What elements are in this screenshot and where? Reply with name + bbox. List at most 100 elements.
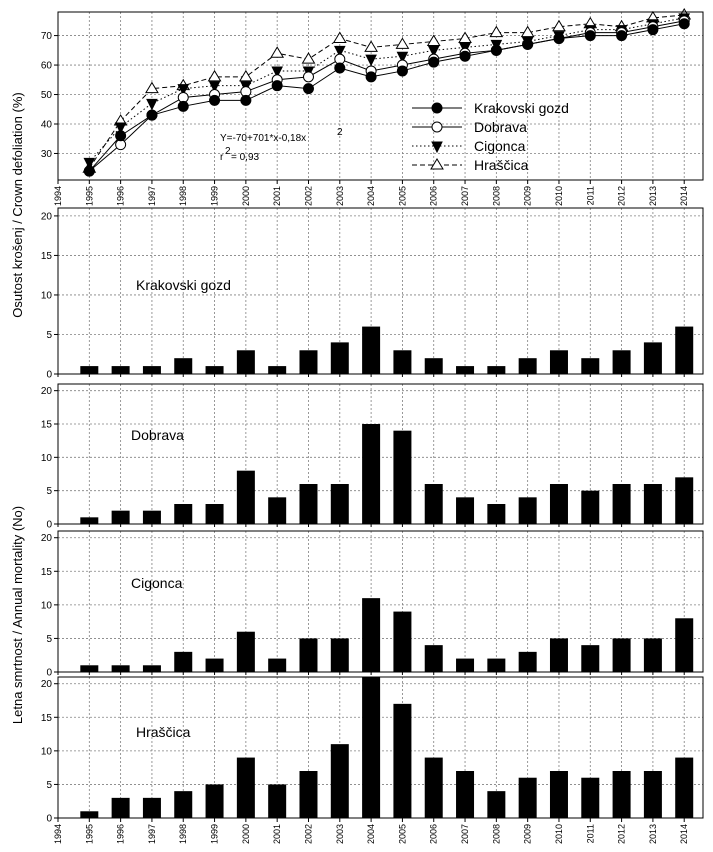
point-cigonca — [271, 66, 283, 79]
point-cigonca — [396, 51, 409, 64]
point-hra-ica — [489, 25, 504, 38]
point-hra-ica — [426, 34, 441, 46]
regression-equation-exponent: 2 — [337, 127, 343, 138]
bar-cigonca — [299, 638, 318, 672]
bar-dobrava — [362, 424, 381, 524]
bar-krakovski-gozd — [675, 326, 694, 374]
bar-krakovski-gozd — [111, 366, 130, 374]
point-krakovski-gozd — [334, 62, 346, 74]
point-krakovski-gozd — [271, 80, 283, 92]
bar-krakovski-gozd — [330, 342, 349, 374]
bar-krakovski-gozd — [549, 350, 568, 374]
bar-dobrava — [393, 430, 412, 524]
bar-krakovski-gozd — [299, 350, 318, 374]
point-krakovski-gozd — [240, 94, 252, 106]
bar-krakovski-gozd — [393, 350, 412, 374]
point-krakovski-gozd — [428, 56, 440, 68]
bar-cigonca — [643, 638, 662, 672]
bar-krakovski-gozd — [80, 366, 99, 374]
bar-hra-ica — [299, 771, 318, 818]
mortality-x-tick: 2002 — [303, 824, 313, 844]
mortality-y-tick-hra-ica: 10 — [41, 746, 53, 757]
bar-dobrava — [142, 510, 161, 524]
bar-cigonca — [424, 645, 443, 672]
bar-dobrava — [487, 504, 506, 524]
bar-hra-ica — [362, 677, 381, 818]
defoliation-y-tick: 70 — [41, 31, 53, 42]
bar-hra-ica — [111, 797, 130, 818]
point-krakovski-gozd — [115, 130, 127, 142]
defoliation-x-tick: 1999 — [210, 186, 220, 206]
bar-dobrava — [612, 484, 631, 524]
bar-cigonca — [612, 638, 631, 672]
bar-cigonca — [268, 658, 287, 672]
point-krakovski-gozd — [177, 100, 189, 112]
bar-krakovski-gozd — [142, 366, 161, 374]
bar-dobrava — [424, 484, 443, 524]
mortality-x-tick: 2014 — [679, 824, 689, 844]
bar-dobrava — [174, 504, 193, 524]
panel-title-cigonca: Cigonca — [131, 575, 183, 591]
mortality-frame-hra-ica — [57, 676, 704, 819]
bar-cigonca — [330, 638, 349, 672]
bar-hra-ica — [393, 703, 412, 818]
mortality-y-tick-krakovski-gozd: 0 — [46, 370, 52, 381]
bar-cigonca — [518, 651, 537, 672]
point-cigonca — [333, 45, 346, 58]
bar-krakovski-gozd — [205, 366, 224, 374]
bar-dobrava — [456, 497, 475, 524]
bar-cigonca — [393, 611, 412, 672]
mortality-y-tick-krakovski-gozd: 10 — [41, 290, 53, 301]
bar-cigonca — [675, 618, 694, 672]
bar-krakovski-gozd — [424, 358, 443, 374]
defoliation-x-tick: 1998 — [178, 186, 188, 206]
bar-krakovski-gozd — [268, 366, 287, 374]
bar-hra-ica — [174, 791, 193, 818]
panel-title-krakovski-gozd: Krakovski gozd — [136, 277, 231, 293]
defoliation-x-tick: 2010 — [554, 186, 564, 206]
mortality-y-tick-cigonca: 5 — [46, 634, 52, 645]
point-hra-ica — [145, 81, 159, 94]
defoliation-x-tick: 2008 — [491, 186, 501, 206]
mortality-x-tick: 1995 — [84, 824, 94, 844]
point-cigonca — [365, 54, 377, 67]
defoliation-x-tick: 2011 — [585, 186, 595, 205]
defoliation-x-tick: 2001 — [272, 186, 282, 206]
bar-cigonca — [549, 638, 568, 672]
bar-hra-ica — [612, 771, 631, 818]
bar-hra-ica — [487, 791, 506, 818]
bar-krakovski-gozd — [174, 358, 193, 374]
point-krakovski-gozd — [365, 71, 377, 83]
mortality-x-tick: 2004 — [366, 824, 376, 844]
bar-cigonca — [111, 665, 130, 672]
defoliation-x-tick: 2002 — [303, 186, 313, 206]
mortality-frame-cigonca — [57, 530, 704, 673]
mortality-y-tick-hra-ica: 20 — [41, 679, 53, 690]
legend-marker-krakovski-gozd — [431, 102, 443, 114]
defoliation-x-tick: 1995 — [84, 186, 94, 206]
point-krakovski-gozd — [396, 65, 408, 77]
point-hra-ica — [458, 31, 472, 44]
point-krakovski-gozd — [553, 33, 565, 45]
bar-dobrava — [675, 477, 694, 524]
point-krakovski-gozd — [647, 24, 659, 36]
legend-label-krakovski-gozd: Krakovski gozd — [474, 100, 569, 116]
defoliation-x-tick: 1996 — [116, 186, 126, 206]
mortality-x-tick: 2005 — [397, 824, 407, 844]
point-hra-ica — [332, 31, 347, 44]
mortality-y-tick-dobrava: 10 — [41, 453, 53, 464]
mortality-x-tick: 1998 — [178, 824, 188, 844]
mortality-y-tick-cigonca: 20 — [41, 533, 53, 544]
mortality-y-tick-dobrava: 0 — [46, 520, 52, 531]
bar-dobrava — [205, 504, 224, 524]
defoliation-frame — [57, 11, 704, 181]
panel-title-hra-ica: Hraščica — [136, 724, 191, 740]
bar-hra-ica — [268, 784, 287, 818]
bar-cigonca — [362, 598, 381, 672]
panel-title-dobrava: Dobrava — [131, 427, 184, 443]
mortality-x-tick: 2001 — [272, 824, 282, 844]
bar-krakovski-gozd — [487, 366, 506, 374]
point-hra-ica — [238, 69, 253, 82]
defoliation-x-tick: 2003 — [335, 186, 345, 206]
